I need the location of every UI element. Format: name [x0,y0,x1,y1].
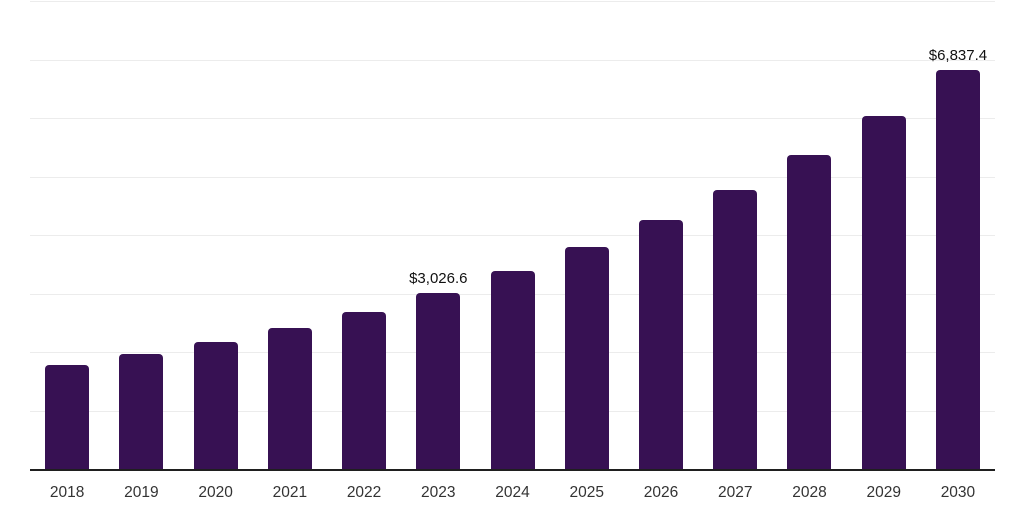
x-tick-2023: 2023 [421,484,456,501]
x-tick-2024: 2024 [495,484,530,501]
bar-2021 [267,327,312,470]
bar-2022 [342,312,387,470]
bar-2025 [564,247,609,470]
bar-slot-2025 [550,2,624,470]
bar-slot-2028 [772,2,846,470]
x-tick-2030: 2030 [940,484,976,501]
bars: $3,026.6 $6,837.4 [30,2,995,470]
bar-2023 [416,292,461,470]
bar-2029 [861,115,906,470]
bar-2024 [490,271,535,470]
bar-2026 [638,220,683,470]
x-axis-labels: 2018 2019 2020 2021 2022 2023 2024 2025 2026 2027… [30,483,995,503]
data-label-2030: $6,837.4 [928,47,988,65]
x-tick-2029: 2029 [866,484,901,501]
x-tick-2022: 2022 [346,484,382,501]
gridline-4000 [30,235,995,236]
x-tick-2021: 2021 [272,484,308,501]
bar-2028 [787,154,832,470]
bar-slot-2019 [104,2,178,470]
x-tick-2027: 2027 [717,484,753,501]
data-label-2023: $3,026.6 [409,269,468,287]
bar-slot-2029 [847,2,921,470]
bar-slot-2020 [178,2,252,470]
x-tick-2025: 2025 [569,484,604,501]
bar-2030 [935,70,980,470]
bar-slot-2026 [624,2,698,470]
plot-area: $3,026.6 $6,837.4 [30,1,995,471]
bar-slot-2022 [327,2,401,470]
bar-2019 [119,354,164,470]
gridline-7000 [30,59,995,61]
x-tick-2018: 2018 [49,484,85,501]
bar-slot-2021 [253,2,327,470]
bar-slot-2027 [698,2,772,470]
x-tick-2019: 2019 [124,484,159,501]
x-tick-2028: 2028 [792,484,827,501]
x-tick-2026: 2026 [643,484,679,501]
bar-slot-2023: $3,026.6 [401,2,475,470]
bar-2018 [45,365,90,470]
gridline-6000 [30,118,995,119]
bar-slot-2030: $6,837.4 [921,2,995,470]
gridline-8000 [30,1,995,2]
gridline-5000 [30,176,995,178]
bar-slot-2018 [30,2,104,470]
x-axis-line [30,469,995,471]
bar-2027 [713,190,758,470]
bar-2020 [193,341,238,470]
x-tick-2020: 2020 [198,484,233,501]
bar-slot-2024 [475,2,549,470]
